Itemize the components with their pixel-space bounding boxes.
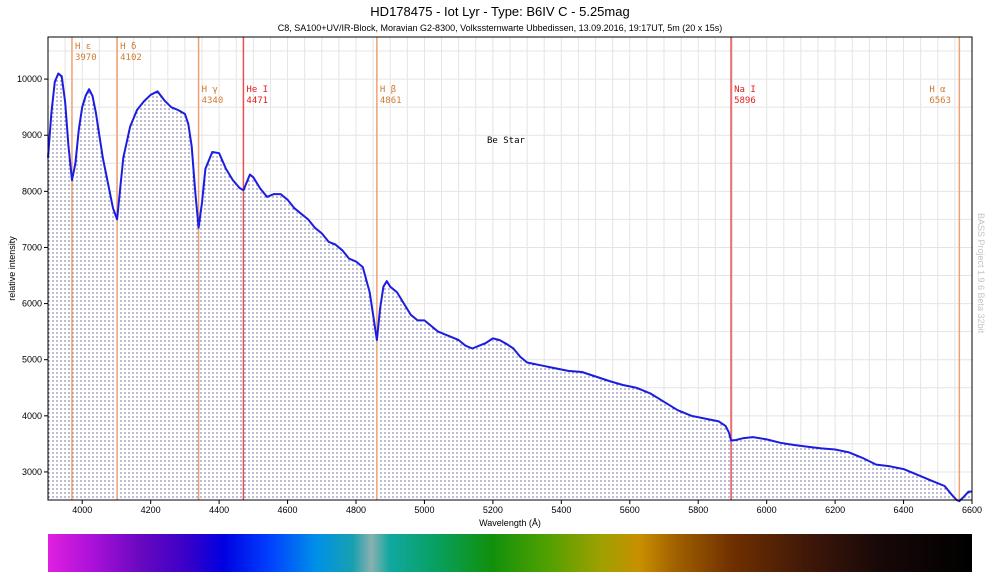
y-tick-label: 7000 (22, 242, 42, 252)
plot-frame (47, 36, 973, 501)
x-tick-label: 6000 (757, 505, 777, 515)
spectral-line-wavelength: 5896 (734, 96, 756, 106)
chart-subtitle: C8, SA100+UV/IR-Block, Moravian G2-8300,… (277, 23, 723, 33)
x-tick-label: 4000 (72, 505, 92, 515)
chart-title: HD178475 - Iot Lyr - Type: B6IV C - 5.25… (370, 4, 630, 19)
x-tick-label: 5200 (483, 505, 503, 515)
x-tick-label: 5800 (688, 505, 708, 515)
x-tick-label: 4600 (278, 505, 298, 515)
y-tick-label: 9000 (22, 130, 42, 140)
spectral-line-wavelength: 4340 (202, 96, 224, 106)
x-tick-label: 5400 (551, 505, 571, 515)
spectral-line-label: H α (929, 85, 946, 95)
x-tick-label: 6200 (825, 505, 845, 515)
x-tick-label: 4800 (346, 505, 366, 515)
y-tick-label: 4000 (22, 411, 42, 421)
x-tick-label: 5600 (620, 505, 640, 515)
y-axis-ticks: 3000 4000 5000 6000 7000 8000 9000 10000 (17, 74, 48, 477)
spectral-line-label: H β (380, 85, 396, 95)
color-spectrum-strip (48, 534, 972, 572)
spectrum-curve (47, 72, 972, 503)
x-axis-ticks: 4000 4200 4400 4600 4800 5000 5200 5400 5600 5800… (72, 500, 982, 515)
spectral-line-wavelength: 4102 (120, 53, 142, 63)
y-tick-label: 3000 (22, 467, 42, 477)
be-star-annotation: Be Star (487, 136, 526, 146)
x-tick-label: 4400 (209, 505, 229, 515)
x-tick-label: 5000 (414, 505, 434, 515)
y-axis-label: relative intensity (7, 236, 17, 301)
spectral-line-wavelength: 3970 (75, 53, 97, 63)
spectral-line-label: He I (246, 85, 268, 95)
spectral-line-wavelength: 4471 (246, 96, 268, 106)
spectral-line-label: H δ (120, 42, 136, 52)
software-watermark: BASS Project 1.9.6 Beta 32bit (976, 213, 986, 334)
x-tick-label: 6600 (962, 505, 982, 515)
spectral-line-wavelength: 6563 (929, 96, 951, 106)
y-tick-label: 10000 (17, 74, 42, 84)
y-tick-label: 6000 (22, 299, 42, 309)
y-tick-label: 8000 (22, 186, 42, 196)
spectral-line-label: H ε (75, 42, 91, 52)
y-tick-label: 5000 (22, 355, 42, 365)
x-tick-label: 4200 (141, 505, 161, 515)
spectral-line-wavelength: 4861 (380, 96, 402, 106)
spectrum-area-fill (48, 73, 972, 502)
spectral-line-label: H γ (202, 85, 218, 95)
x-tick-label: 6400 (894, 505, 914, 515)
x-axis-label: Wavelength (Å) (479, 518, 541, 528)
spectral-line-label: Na I (734, 85, 756, 95)
